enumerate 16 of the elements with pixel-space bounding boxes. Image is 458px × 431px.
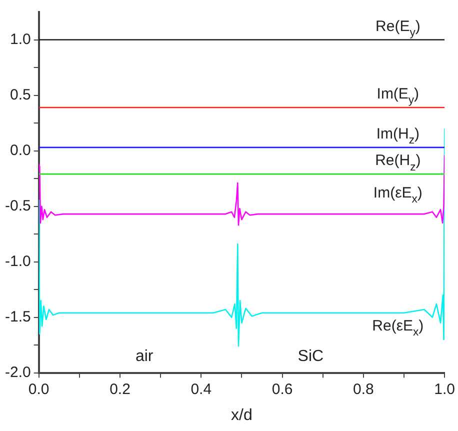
y-tick-label: -1.0 <box>4 252 31 270</box>
y-tick-label: 0.5 <box>10 86 31 104</box>
x-tick-label: 1.0 <box>434 380 456 398</box>
x-tick-label: 0.6 <box>272 380 293 398</box>
x-tick-label: 0.0 <box>28 380 50 398</box>
y-tick-label: -2.0 <box>4 364 31 381</box>
y-tick-label: 1.0 <box>10 30 31 48</box>
annotation: air <box>135 348 154 365</box>
x-tick-label: 0.4 <box>190 380 212 398</box>
x-axis-title: x/d <box>231 406 252 424</box>
y-tick-label: -0.5 <box>4 197 31 214</box>
x-tick-label: 0.8 <box>353 380 374 398</box>
annotation: SiC <box>298 348 324 365</box>
y-tick-label: -1.5 <box>4 308 31 326</box>
y-tick-label: 0.0 <box>10 142 31 159</box>
x-tick-label: 0.2 <box>110 380 130 398</box>
